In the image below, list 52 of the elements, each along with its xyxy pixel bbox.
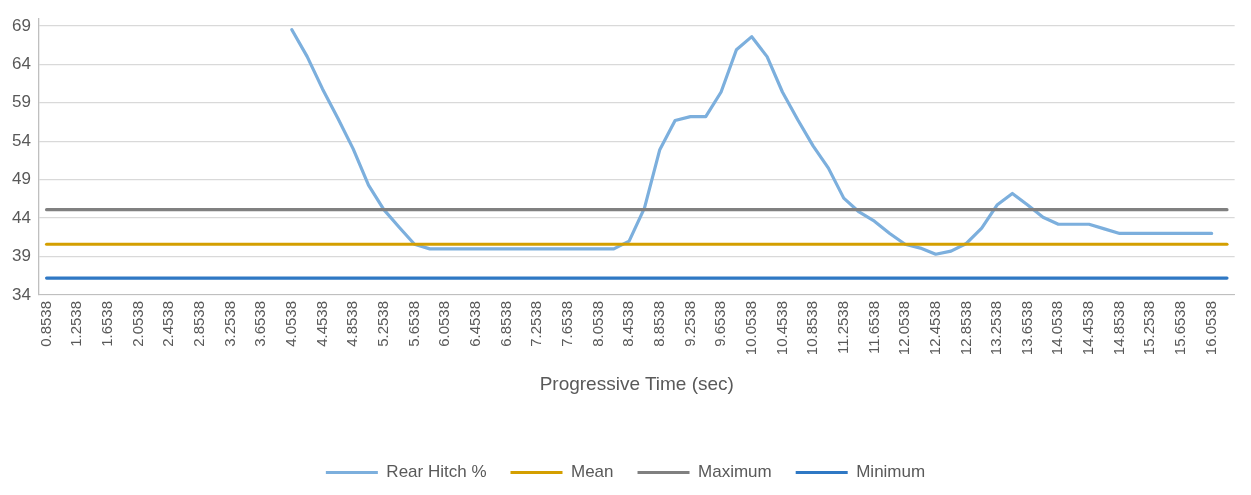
x-tick-label: 8.8538 bbox=[649, 300, 667, 347]
y-tick-label: 39 bbox=[11, 246, 31, 266]
x-tick-label: 7.2538 bbox=[527, 300, 545, 347]
x-tick-label: 10.0538 bbox=[741, 300, 759, 356]
x-tick-label: 4.4538 bbox=[312, 300, 330, 347]
y-tick-label: 44 bbox=[11, 207, 31, 227]
legend-label: Rear Hitch % bbox=[386, 462, 487, 482]
x-axis-title: Progressive Time (sec) bbox=[539, 372, 734, 394]
x-tick-label: 11.6538 bbox=[864, 300, 882, 355]
x-tick-label: 8.0538 bbox=[588, 300, 606, 347]
x-tick-label: 6.0538 bbox=[435, 300, 453, 347]
x-tick-label: 12.4538 bbox=[925, 300, 943, 356]
x-tick-label: 5.2538 bbox=[373, 300, 391, 347]
x-tick-label: 2.4538 bbox=[159, 300, 177, 347]
x-tick-label: 15.2538 bbox=[1140, 300, 1158, 356]
x-tick-label: 5.6538 bbox=[404, 300, 422, 347]
x-tick-label: 16.0538 bbox=[1201, 300, 1219, 356]
x-tick-label: 3.2538 bbox=[220, 300, 238, 347]
x-tick-label: 6.8538 bbox=[496, 300, 514, 347]
legend-label: Mean bbox=[571, 462, 614, 482]
y-tick-label: 54 bbox=[11, 130, 31, 150]
x-tick-label: 6.4538 bbox=[465, 300, 483, 347]
x-tick-label: 2.0538 bbox=[128, 300, 146, 347]
y-tick-label: 69 bbox=[11, 15, 31, 35]
x-tick-label: 11.2538 bbox=[833, 300, 851, 355]
x-tick-label: 10.8538 bbox=[803, 300, 821, 356]
x-tick-label: 4.8538 bbox=[343, 300, 361, 347]
x-tick-label: 15.6538 bbox=[1171, 300, 1189, 356]
legend-label: Minimum bbox=[856, 462, 926, 482]
legend-label: Maximum bbox=[698, 462, 772, 482]
x-tick-label: 3.6538 bbox=[251, 300, 269, 347]
x-tick-label: 1.6538 bbox=[98, 300, 116, 347]
y-tick-label: 34 bbox=[11, 284, 31, 304]
x-tick-label: 1.2538 bbox=[67, 300, 85, 347]
x-tick-label: 4.0538 bbox=[281, 300, 299, 347]
x-tick-label: 9.2538 bbox=[680, 300, 698, 347]
y-tick-label: 59 bbox=[11, 92, 31, 112]
x-tick-label: 2.8538 bbox=[190, 300, 208, 347]
x-tick-label: 13.6538 bbox=[1017, 300, 1035, 356]
y-tick-label: 49 bbox=[11, 169, 31, 189]
x-tick-label: 8.4538 bbox=[619, 300, 637, 347]
x-tick-label: 0.8538 bbox=[36, 300, 54, 347]
x-tick-label: 14.8538 bbox=[1109, 300, 1127, 356]
x-tick-label: 7.6538 bbox=[557, 300, 575, 347]
x-tick-label: 14.4538 bbox=[1079, 300, 1097, 356]
y-tick-label: 64 bbox=[11, 54, 31, 74]
x-tick-label: 13.2538 bbox=[987, 300, 1005, 356]
x-tick-label: 9.6538 bbox=[711, 300, 729, 347]
x-tick-label: 14.0538 bbox=[1048, 300, 1066, 356]
x-tick-label: 12.8538 bbox=[956, 300, 974, 356]
x-tick-label: 10.4538 bbox=[772, 300, 790, 356]
x-tick-label: 12.0538 bbox=[895, 300, 913, 356]
